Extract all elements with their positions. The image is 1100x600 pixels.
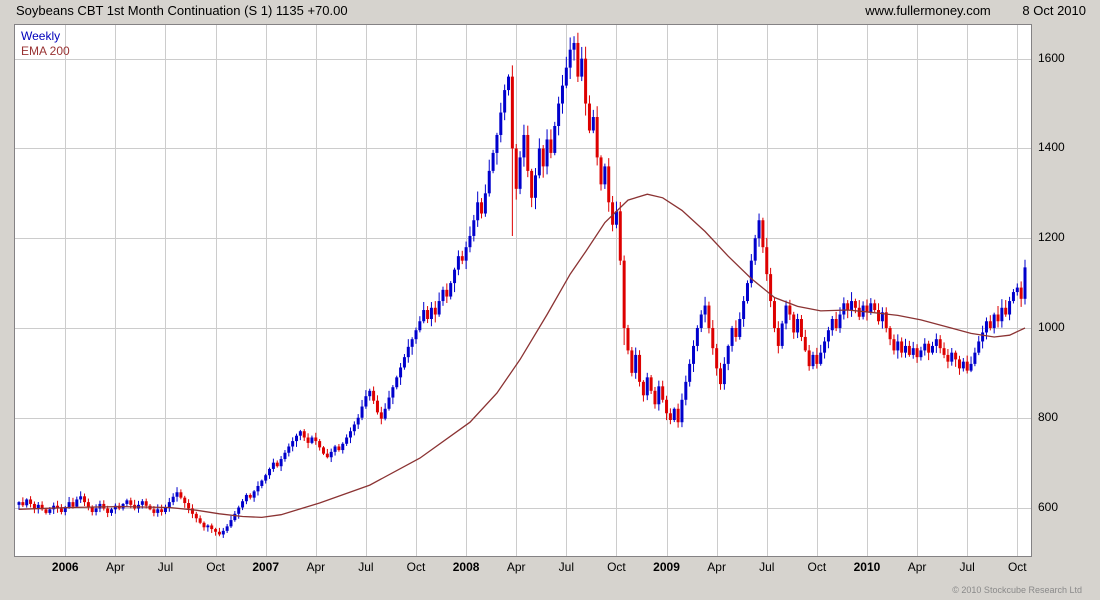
x-tick-label: Apr xyxy=(506,560,526,574)
chart-title: Soybeans CBT 1st Month Continuation (S 1… xyxy=(16,3,348,18)
x-tick-label: 2009 xyxy=(653,560,680,574)
x-tick-label: Oct xyxy=(206,560,225,574)
y-axis: 600 800 1000 1200 1400 1600 xyxy=(1038,24,1098,557)
x-tick-label: Jul xyxy=(759,560,775,574)
copyright-text: © 2010 Stockcube Research Ltd xyxy=(952,585,1082,595)
legend-ema-label: EMA 200 xyxy=(21,44,70,58)
x-tick-label: Jul xyxy=(558,560,574,574)
x-tick-label: Oct xyxy=(607,560,626,574)
x-tick-label: 2010 xyxy=(853,560,881,574)
chart-area: Weekly EMA 200 xyxy=(14,24,1032,557)
y-tick-label: 1600 xyxy=(1038,50,1065,65)
x-tick-label: 2007 xyxy=(252,560,280,574)
grid-lines xyxy=(15,25,1031,556)
website-text: www.fullermoney.com xyxy=(865,3,991,18)
header-right: www.fullermoney.com 8 Oct 2010 xyxy=(837,3,1086,18)
price-chart-svg xyxy=(15,25,1031,556)
candlestick-series xyxy=(17,32,1027,538)
y-tick-label: 1000 xyxy=(1038,319,1065,334)
x-tick-label: Apr xyxy=(707,560,726,574)
y-tick-label: 1400 xyxy=(1038,140,1065,155)
x-tick-label: Oct xyxy=(1007,560,1027,574)
chart-header: Soybeans CBT 1st Month Continuation (S 1… xyxy=(16,3,1086,18)
date-text: 8 Oct 2010 xyxy=(1022,3,1086,18)
x-tick-label: Apr xyxy=(907,560,927,574)
x-tick-label: Jul xyxy=(157,560,174,574)
x-tick-label: Jul xyxy=(358,560,374,574)
x-tick-label: Jul xyxy=(959,560,975,574)
y-tick-label: 800 xyxy=(1038,409,1059,424)
x-tick-label: Oct xyxy=(807,560,827,574)
x-tick-label: Apr xyxy=(306,560,326,574)
ema-line xyxy=(18,193,1026,519)
y-tick-label: 600 xyxy=(1038,499,1059,514)
legend-weekly-label: Weekly xyxy=(21,29,61,43)
x-tick-label: Oct xyxy=(406,560,426,574)
x-axis: 2006 Apr Jul Oct 2007 Apr Jul Oct 2008 Apr Jul Oct 2… xyxy=(14,560,1032,576)
x-tick-label: 2008 xyxy=(452,560,480,574)
y-tick-label: 1200 xyxy=(1038,230,1065,245)
x-tick-label: Apr xyxy=(106,560,125,574)
x-tick-label: 2006 xyxy=(51,560,79,574)
